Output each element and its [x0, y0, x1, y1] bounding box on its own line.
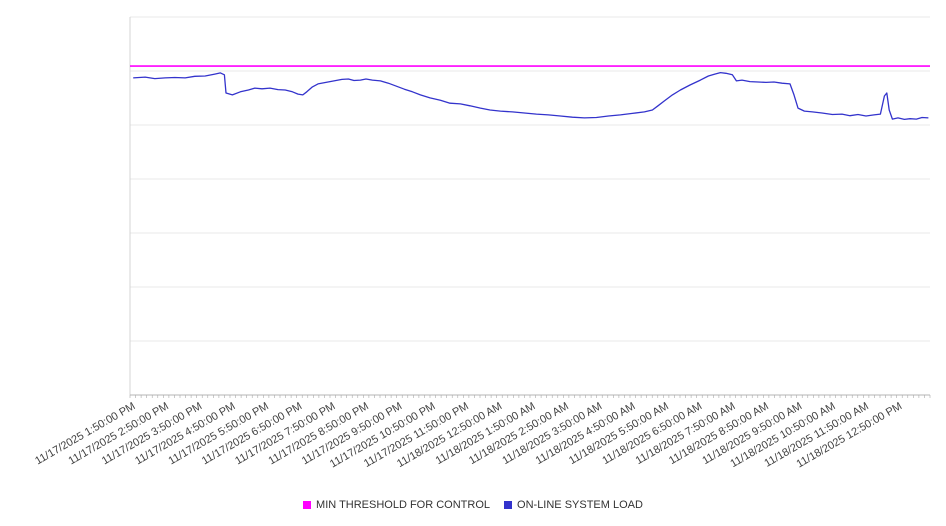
- min-threshold-swatch-icon: [303, 501, 312, 509]
- x-axis-minor-ticks: [129, 395, 931, 398]
- online-system-load-line: [133, 71, 929, 121]
- legend-label-min-threshold: MIN THRESHOLD FOR CONTROL: [316, 499, 491, 511]
- legend-item-min-threshold[interactable]: MIN THRESHOLD FOR CONTROL: [303, 499, 490, 511]
- legend-item-online-system-load[interactable]: ON-LINE SYSTEM LOAD: [504, 499, 643, 511]
- gridlines: [130, 16, 930, 396]
- legend-label-online-system-load: ON-LINE SYSTEM LOAD: [517, 499, 643, 511]
- chart-legend: MIN THRESHOLD FOR CONTROL ON-LINE SYSTEM…: [0, 499, 946, 511]
- online-system-load-swatch-icon: [504, 501, 513, 509]
- axes: [129, 17, 930, 396]
